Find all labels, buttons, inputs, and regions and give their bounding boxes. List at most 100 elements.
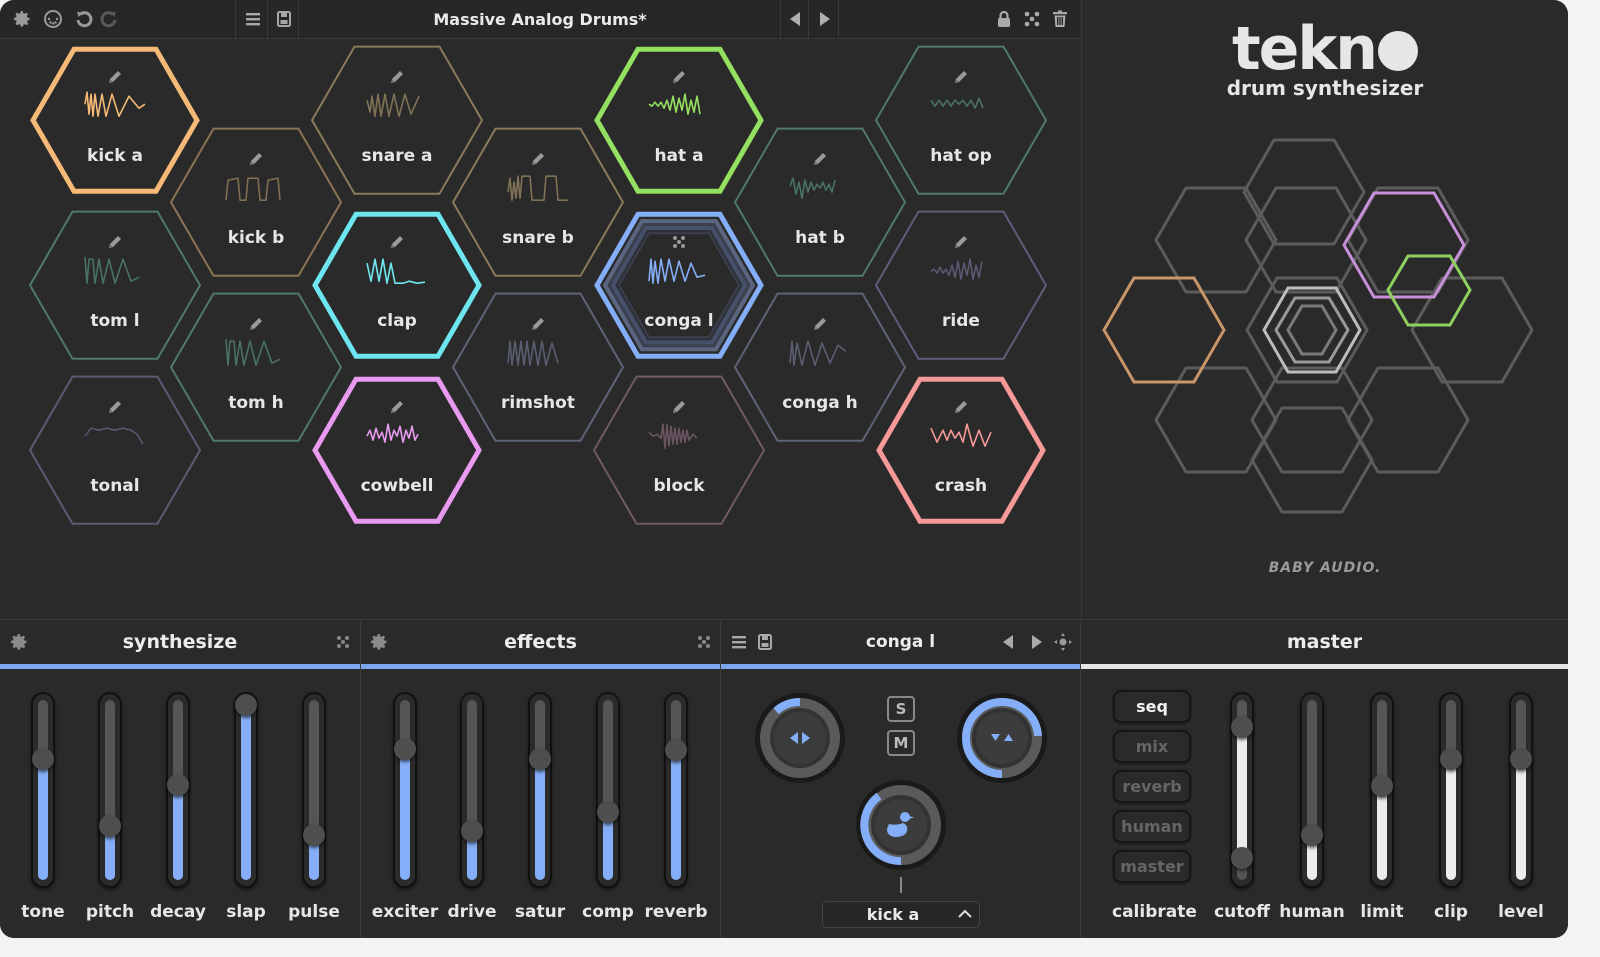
drum-pad-snare-a[interactable]: snare a (309, 44, 485, 196)
calibrate-reverb-button[interactable]: reverb (1113, 770, 1191, 803)
calibrate-master-button[interactable]: master (1113, 850, 1191, 883)
slider-knob[interactable] (394, 738, 416, 760)
drum-pad-tom-h[interactable]: tom h (168, 291, 344, 443)
slider-knob[interactable] (1371, 775, 1393, 797)
drum-pad-tom-l[interactable]: tom l (27, 209, 203, 361)
master-panel: master seq mix reverb human master calibrate… (1080, 619, 1568, 938)
pencil-edit-icon[interactable] (388, 68, 406, 86)
slider-pulse[interactable] (302, 692, 326, 888)
pencil-edit-icon[interactable] (952, 398, 970, 416)
slider-pitch[interactable] (98, 692, 122, 888)
slider-slap[interactable] (234, 692, 258, 888)
pencil-edit-icon[interactable] (670, 398, 688, 416)
hamburger-menu-icon[interactable] (729, 632, 749, 652)
drum-pad-rimshot[interactable]: rimshot (450, 291, 626, 443)
slider-knob[interactable] (665, 739, 687, 761)
pan-knob[interactable] (754, 692, 846, 784)
slider-knob[interactable] (1440, 748, 1462, 770)
save-icon[interactable] (273, 8, 295, 30)
preset-name[interactable]: Massive Analog Drums* (433, 10, 647, 29)
slider-knob[interactable] (1301, 824, 1323, 846)
calibrate-human-button[interactable]: human (1113, 810, 1191, 843)
pencil-edit-icon[interactable] (388, 233, 406, 251)
undo-icon[interactable] (73, 8, 95, 30)
previous-preset-icon[interactable] (785, 8, 807, 30)
slider-knob[interactable] (303, 824, 325, 846)
slider-human[interactable] (1300, 692, 1324, 888)
slider-drive[interactable] (460, 692, 484, 888)
drum-pad-conga-h[interactable]: conga h (732, 291, 908, 443)
slider-satur[interactable] (528, 692, 552, 888)
slider-exciter[interactable] (393, 692, 417, 888)
slider-knob[interactable] (167, 774, 189, 796)
drum-pad-hat-b[interactable]: hat b (732, 126, 908, 278)
pencil-edit-icon[interactable] (388, 398, 406, 416)
slider-knob[interactable] (529, 748, 551, 770)
pencil-edit-icon[interactable] (952, 68, 970, 86)
trash-icon[interactable] (1049, 8, 1071, 30)
randomize-icon[interactable] (1021, 8, 1043, 30)
slider-reverb[interactable] (664, 692, 688, 888)
drum-pad-crash[interactable]: crash (873, 374, 1049, 526)
pencil-edit-icon[interactable] (106, 233, 124, 251)
drum-pad-hat-op[interactable]: hat op (873, 44, 1049, 196)
lock-icon[interactable] (993, 8, 1015, 30)
drum-pad-ride[interactable]: ride (873, 209, 1049, 361)
pencil-edit-icon[interactable] (811, 150, 829, 168)
pencil-edit-icon[interactable] (247, 315, 265, 333)
next-preset-icon[interactable] (813, 8, 835, 30)
duck-knob[interactable] (855, 779, 947, 871)
slider-knob[interactable] (235, 694, 257, 716)
drum-pad-kick-b[interactable]: kick b (168, 126, 344, 278)
gear-icon[interactable] (9, 632, 29, 652)
drum-pad-clap[interactable]: clap (309, 209, 485, 361)
redo-icon[interactable] (98, 8, 120, 30)
slider-knob[interactable] (99, 815, 121, 837)
drum-pad-block[interactable]: block (591, 374, 767, 526)
slider-limit[interactable] (1370, 692, 1394, 888)
slider-knob[interactable] (32, 748, 54, 770)
slider-cutoff[interactable] (1230, 692, 1254, 888)
calibrate-mix-button[interactable]: mix (1113, 730, 1191, 763)
randomize-icon[interactable] (694, 632, 714, 652)
midi-icon[interactable] (42, 8, 64, 30)
randomize-icon[interactable] (333, 632, 353, 652)
slider-knob[interactable] (597, 801, 619, 823)
slider-tone[interactable] (31, 692, 55, 888)
pencil-edit-icon[interactable] (811, 315, 829, 333)
pencil-edit-icon[interactable] (670, 68, 688, 86)
pencil-edit-icon[interactable] (106, 398, 124, 416)
slider-knob[interactable] (461, 820, 483, 842)
tune-knob[interactable] (956, 692, 1048, 784)
solo-button[interactable]: S (887, 696, 915, 722)
pencil-edit-icon[interactable] (106, 68, 124, 86)
slider-knob[interactable] (1510, 748, 1532, 770)
drum-pad-snare-b[interactable]: snare b (450, 126, 626, 278)
slider-decay[interactable] (166, 692, 190, 888)
duck-source-dropdown[interactable]: kick a (822, 901, 980, 928)
save-icon[interactable] (755, 632, 775, 652)
gear-icon[interactable] (11, 8, 33, 30)
pencil-edit-icon[interactable] (529, 315, 547, 333)
drum-pad-hat-a[interactable]: hat a (591, 44, 767, 196)
drag-move-icon[interactable] (1053, 632, 1073, 652)
hamburger-menu-icon[interactable] (242, 8, 264, 30)
drum-pad-cowbell[interactable]: cowbell (309, 374, 485, 526)
calibrate-seq-button[interactable]: seq (1113, 690, 1191, 723)
slider-comp[interactable] (596, 692, 620, 888)
previous-sound-icon[interactable] (999, 632, 1019, 652)
pencil-edit-icon[interactable] (247, 150, 265, 168)
slider-knob-low[interactable] (1231, 847, 1253, 869)
pencil-edit-icon[interactable] (529, 150, 547, 168)
slider-clip[interactable] (1439, 692, 1463, 888)
gear-icon[interactable] (369, 632, 389, 652)
slider-level[interactable] (1509, 692, 1533, 888)
slider-knob[interactable] (1231, 716, 1253, 738)
pencil-edit-icon[interactable] (952, 233, 970, 251)
drum-pad-kick-a[interactable]: kick a (27, 44, 203, 196)
next-sound-icon[interactable] (1026, 632, 1046, 652)
drum-pad-conga-l[interactable]: conga l (591, 209, 767, 361)
drum-pad-tonal[interactable]: tonal (27, 374, 203, 526)
mute-button[interactable]: M (887, 730, 915, 756)
randomize-icon[interactable] (670, 233, 688, 251)
